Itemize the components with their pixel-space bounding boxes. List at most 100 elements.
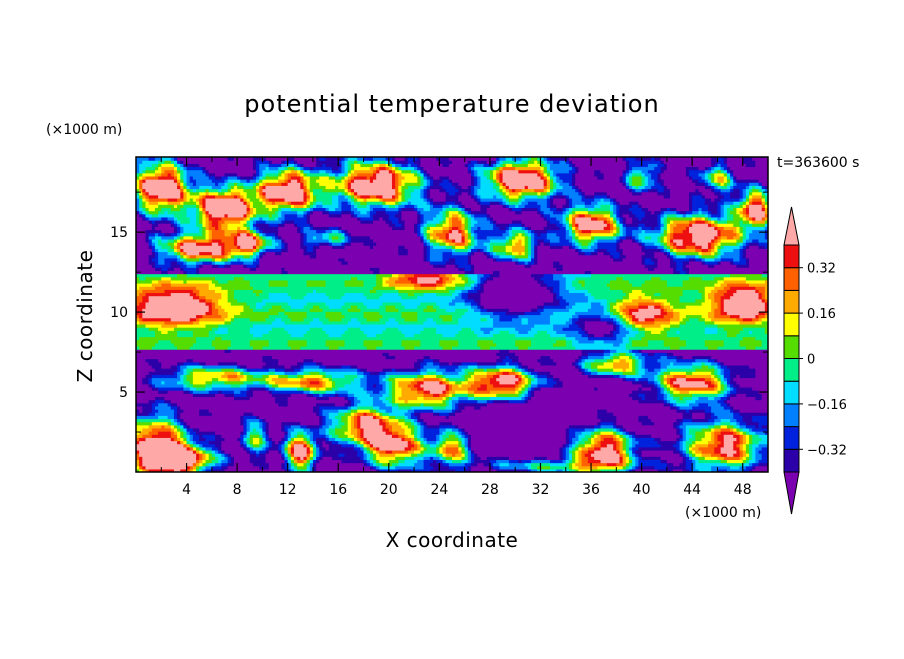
- heatmap-cell: [196, 216, 200, 221]
- heatmap-cell: [486, 276, 494, 281]
- heatmap-cell: [177, 374, 181, 379]
- heatmap-cell: [461, 361, 478, 366]
- heatmap-cell: [230, 257, 238, 262]
- heatmap-cell: [733, 292, 760, 297]
- heatmap-cell: [335, 207, 342, 212]
- heatmap-cell: [249, 226, 254, 231]
- heatmap-cell: [764, 311, 768, 316]
- heatmap-cell: [625, 305, 640, 309]
- heatmap-cell: [726, 393, 731, 397]
- heatmap-cell: [628, 213, 636, 218]
- heatmap-cell: [265, 456, 282, 460]
- heatmap-cell: [309, 462, 314, 467]
- heatmap-cell: [467, 276, 472, 281]
- heatmap-cell: [237, 374, 245, 379]
- heatmap-cell: [616, 301, 624, 306]
- heatmap-cell: [420, 232, 425, 237]
- heatmap-cell: [240, 437, 245, 442]
- heatmap-cell: [256, 220, 267, 224]
- heatmap-cell: [379, 374, 387, 379]
- heatmap-cell: [154, 396, 166, 401]
- heatmap-cell: [474, 390, 491, 394]
- heatmap-cell: [237, 235, 254, 240]
- heatmap-cell: [527, 232, 532, 237]
- heatmap-cell: [139, 409, 143, 413]
- heatmap-cell: [562, 383, 643, 388]
- heatmap-cell: [268, 380, 276, 385]
- heatmap-cell: [347, 440, 355, 445]
- heatmap-cell: [578, 364, 583, 369]
- heatmap-cell: [436, 232, 447, 237]
- heatmap-cell: [189, 468, 194, 472]
- heatmap-cell: [622, 317, 627, 322]
- heatmap-cell: [761, 295, 766, 300]
- heatmap-cell: [470, 453, 475, 457]
- heatmap-cell: [136, 440, 140, 445]
- heatmap-cell: [290, 446, 295, 451]
- heatmap-cell: [651, 235, 658, 240]
- heatmap-cell: [136, 402, 153, 407]
- heatmap-cell: [638, 361, 643, 366]
- heatmap-cell: [445, 213, 450, 218]
- heatmap-cell: [366, 317, 380, 322]
- heatmap-cell: [663, 327, 671, 331]
- heatmap-cell: [704, 257, 715, 262]
- heatmap-cell: [382, 427, 390, 432]
- heatmap-cell: [173, 342, 194, 347]
- heatmap-cell: [534, 235, 548, 240]
- heatmap-cell: [625, 440, 630, 445]
- heatmap-cell: [338, 229, 342, 234]
- heatmap-cell: [717, 383, 722, 388]
- heatmap-cell: [575, 223, 579, 227]
- heatmap-cell: [739, 424, 747, 429]
- heatmap-cell: [256, 301, 267, 306]
- heatmap-cell: [395, 456, 406, 460]
- heatmap-cell: [183, 431, 188, 435]
- heatmap-cell: [268, 279, 289, 284]
- heatmap-cell: [670, 320, 681, 325]
- heatmap-cell: [439, 361, 450, 366]
- heatmap-cell: [493, 251, 497, 256]
- heatmap-cell: [177, 254, 181, 259]
- heatmap-cell: [369, 393, 384, 397]
- heatmap-cell: [136, 465, 140, 470]
- heatmap-cell: [467, 292, 482, 297]
- heatmap-cell: [581, 437, 589, 442]
- heatmap-cell: [436, 286, 447, 290]
- heatmap-cell: [347, 421, 352, 426]
- heatmap-cell: [527, 364, 576, 369]
- heatmap-cell: [717, 235, 722, 240]
- heatmap-cell: [689, 453, 693, 457]
- heatmap-cell: [531, 342, 554, 347]
- heatmap-cell: [243, 424, 248, 429]
- heatmap-cell: [136, 393, 194, 397]
- heatmap-cell: [388, 374, 418, 379]
- x-axis-label: X coordinate: [386, 528, 519, 552]
- heatmap-cell: [350, 380, 361, 385]
- heatmap-cell: [742, 254, 747, 259]
- heatmap-cell: [177, 273, 188, 278]
- heatmap-cell: [360, 415, 374, 420]
- heatmap-cell: [638, 232, 662, 237]
- heatmap-cell: [211, 298, 219, 303]
- heatmap-cell: [180, 368, 184, 372]
- heatmap-cell: [183, 427, 188, 432]
- heatmap-cell: [249, 456, 267, 460]
- heatmap-cell: [417, 440, 421, 445]
- heatmap-cell: [739, 223, 753, 227]
- heatmap-cell: [556, 380, 564, 385]
- heatmap-cell: [284, 427, 289, 432]
- heatmap-cell: [670, 393, 674, 397]
- heatmap-cell: [537, 371, 551, 375]
- heatmap-cell: [692, 213, 706, 218]
- heatmap-cell: [268, 314, 289, 319]
- heatmap-cell: [613, 434, 617, 438]
- heatmap-cell: [493, 276, 535, 281]
- heatmap-cell: [717, 390, 722, 394]
- heatmap-cell: [262, 245, 267, 249]
- heatmap-cell: [628, 453, 633, 457]
- heatmap-cell: [758, 292, 763, 297]
- heatmap-cell: [243, 260, 254, 265]
- heatmap-cell: [177, 248, 181, 253]
- heatmap-cell: [458, 216, 463, 221]
